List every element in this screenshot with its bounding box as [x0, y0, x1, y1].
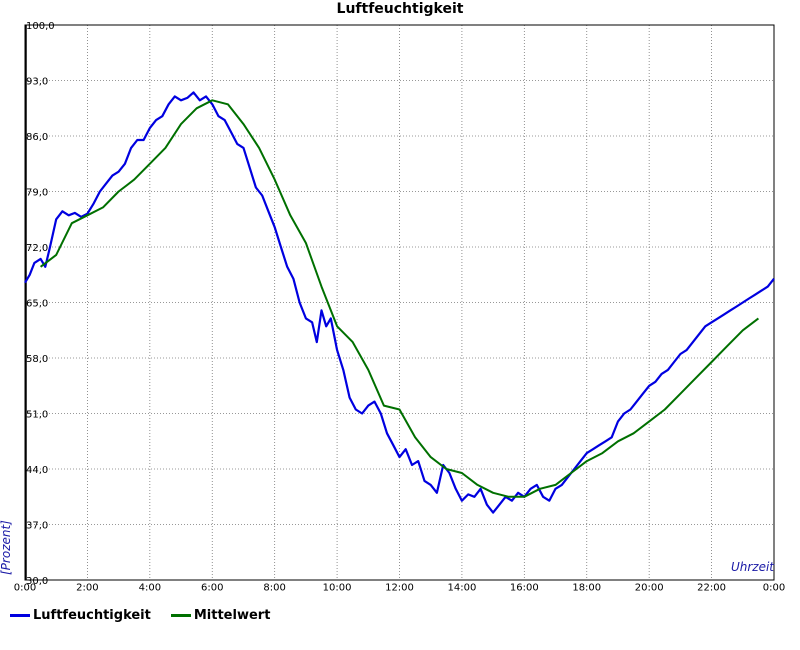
x-tick-label: 18:00: [572, 582, 601, 593]
x-tick-label: 12:00: [385, 582, 414, 593]
legend-item-humidity: Luftfeuchtigkeit: [10, 608, 151, 623]
y-tick-label: 44,0: [26, 465, 48, 476]
x-tick-label: 22:00: [697, 582, 726, 593]
x-axis-ticks: 0:00 2:00 4:00 6:00 8:00 10:00 12:00 14:00 16:00…: [14, 582, 785, 593]
series-line-humidity: [24, 91, 775, 514]
y-tick-label: 86,0: [26, 132, 48, 143]
x-tick-label: 0:00: [14, 582, 36, 593]
legend-label-mean: Mittelwert: [193, 608, 271, 623]
y-tick-label: 72,0: [26, 243, 48, 254]
legend-swatch-humidity: [10, 614, 30, 617]
x-tick-label: 20:00: [635, 582, 664, 593]
series-line-mean: [39, 99, 760, 498]
chart-title: Luftfeuchtigkeit: [337, 1, 464, 17]
x-tick-label: 6:00: [201, 582, 223, 593]
y-tick-label: 65,0: [26, 299, 48, 310]
x-tick-label: 16:00: [510, 582, 539, 593]
x-tick-label: 2:00: [76, 582, 98, 593]
series-lines: [24, 91, 775, 514]
y-tick-label: 30,0: [26, 576, 48, 587]
y-tick-label: 58,0: [26, 354, 48, 365]
y-axis-label: [Prozent]: [0, 520, 13, 575]
x-axis-label: Uhrzeit: [731, 560, 775, 574]
legend: Luftfeuchtigkeit Mittelwert: [10, 608, 270, 623]
y-tick-label: 93,0: [26, 77, 48, 88]
plot-frame: [24, 24, 775, 581]
x-tick-label: 8:00: [263, 582, 285, 593]
grid: [24, 24, 775, 581]
y-tick-label: 51,0: [26, 410, 48, 421]
legend-label-humidity: Luftfeuchtigkeit: [33, 608, 151, 623]
legend-swatch-mean: [170, 614, 191, 617]
y-tick-label: 79,0: [26, 188, 48, 199]
x-tick-label: 4:00: [139, 582, 161, 593]
y-tick-label: 37,0: [26, 521, 48, 532]
x-tick-label: 14:00: [448, 582, 477, 593]
y-tick-label: 100,0: [26, 21, 55, 32]
x-tick-label: 0:00: [763, 582, 785, 593]
x-tick-label: 10:00: [323, 582, 352, 593]
y-axis-ticks: 30,0 37,0 44,0 51,0 58,0 65,0 72,0 79,0 86,0 93,0…: [26, 21, 55, 587]
legend-item-mean: Mittelwert: [170, 608, 271, 623]
